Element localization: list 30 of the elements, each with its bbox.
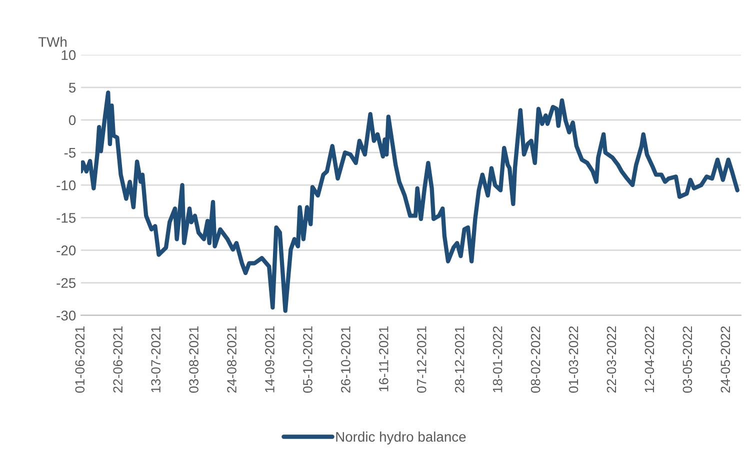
legend-label: Nordic hydro balance	[336, 432, 466, 444]
y-tick-label: 5	[68, 82, 76, 93]
x-tick-label: 01-06-2021	[75, 326, 85, 393]
x-tick-label: 01-03-2022	[568, 326, 578, 393]
x-tick-label: 16-11-2021	[378, 326, 388, 392]
y-tick-label: -10	[56, 180, 76, 190]
x-tick-label: 24-08-2021	[227, 326, 236, 393]
y-axis-title: TWh	[38, 36, 67, 47]
y-tick-label: -5	[64, 148, 76, 158]
y-tick-label: -15	[56, 213, 76, 223]
x-tick-label: 03-05-2022	[682, 326, 692, 393]
x-tick-label: 22-03-2022	[606, 326, 616, 393]
x-tick-label: 03-08-2021	[189, 326, 198, 393]
x-tick-label: 24-05-2022	[720, 326, 730, 393]
x-tick-label: 12-04-2022	[644, 326, 654, 392]
x-tick-label: 05-10-2021	[303, 326, 312, 393]
y-tick-label: -25	[56, 278, 76, 288]
x-tick-label: 26-10-2021	[341, 326, 350, 393]
y-tick-label: -20	[56, 246, 76, 256]
x-tick-label: 08-02-2022	[530, 326, 540, 393]
x-tick-label: 28-12-2021	[454, 326, 464, 393]
y-tick-label: 0	[68, 115, 76, 126]
y-tick-label: -30	[56, 310, 76, 320]
line-series	[81, 90, 740, 313]
x-tick-label: 07-12-2021	[416, 326, 426, 393]
x-tick-label: 22-06-2021	[113, 326, 123, 393]
x-tick-label: 14-09-2021	[265, 326, 274, 392]
y-tick-label: 10	[62, 50, 76, 60]
x-tick-label: 13-07-2021	[151, 326, 160, 392]
x-tick-label: 18-01-2022	[492, 326, 502, 392]
